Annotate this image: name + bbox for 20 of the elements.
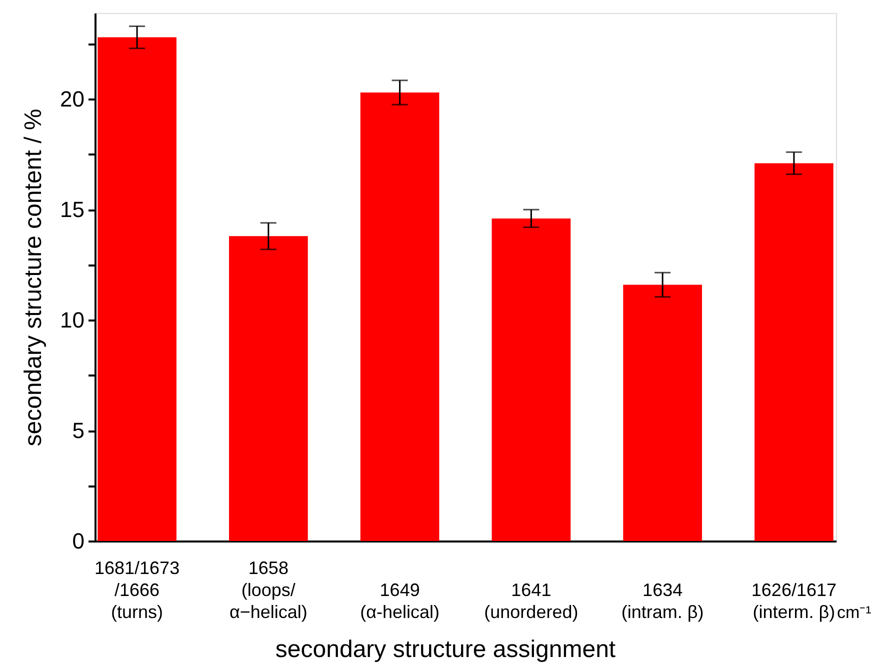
bar xyxy=(360,92,440,541)
y-tick-label: 15 xyxy=(60,197,84,222)
x-axis-title: secondary structure assignment xyxy=(275,636,616,663)
bar xyxy=(754,163,834,541)
x-tick-label: 1681/1673 /1666 (turns) xyxy=(94,558,180,622)
x-tick-label: 1649 (α-helical) xyxy=(360,580,440,622)
bar xyxy=(229,236,308,541)
text: cm⁻¹ xyxy=(837,603,872,622)
y-tick-label: 0 xyxy=(72,528,84,554)
y-tick-label: 5 xyxy=(72,418,84,444)
y-tick-label: 20 xyxy=(60,86,84,112)
x-tick-label: 1658 (loops/ α−helical) xyxy=(229,558,308,622)
x-tick-label: 1634 (intram. β) xyxy=(621,580,704,622)
y-tick-label: 10 xyxy=(60,308,84,333)
bar xyxy=(98,37,176,541)
bar xyxy=(623,284,702,541)
bar xyxy=(492,218,571,541)
x-tick-label: 1626/1617 (interm. β) xyxy=(751,580,837,622)
x-tick-label: 1641 (unordered) xyxy=(484,580,578,622)
y-axis-title: secondary structure content / % xyxy=(20,108,48,446)
